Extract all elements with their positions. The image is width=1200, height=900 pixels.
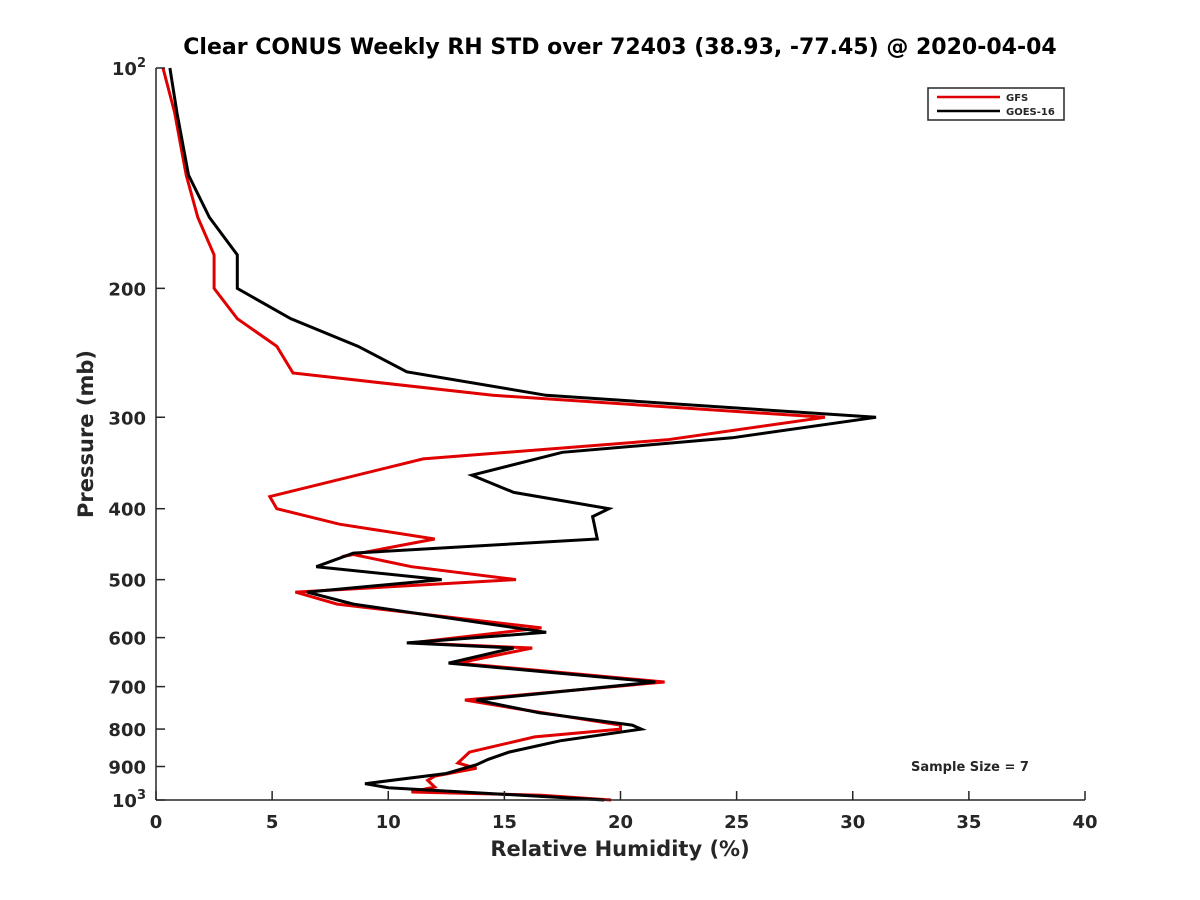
plot-area: 0 5 10 15 20 25 30 35 40 102 200 300 400 500 600 700 80… <box>108 56 1097 833</box>
x-tick-label: 30 <box>840 812 865 833</box>
y-tick-label: 700 <box>108 678 146 699</box>
x-tick-label: 35 <box>956 812 981 833</box>
y-tick-label: 900 <box>108 758 146 779</box>
sample-size-annotation: Sample Size = 7 <box>911 760 1029 775</box>
y-tick-label: 300 <box>108 408 146 429</box>
chart-title: Clear CONUS Weekly RH STD over 72403 (38… <box>183 35 1056 60</box>
y-tick-label: 400 <box>108 500 146 521</box>
plot-background <box>156 68 1085 800</box>
y-tick-label: 200 <box>108 279 146 300</box>
x-tick-label: 10 <box>376 812 401 833</box>
y-tick-label: 800 <box>108 720 146 741</box>
series-line-goes16 <box>168 67 877 802</box>
x-tick-label: 15 <box>492 812 517 833</box>
y-axis-label: Pressure (mb) <box>74 350 98 518</box>
y-tick-label: 600 <box>108 629 146 650</box>
x-axis-ticks: 0 5 10 15 20 25 30 35 40 <box>150 791 1098 833</box>
y-tick-label: 500 <box>108 571 146 592</box>
y-tick-label: 102 <box>112 56 146 80</box>
legend: GFS GOES-16 <box>927 87 1065 121</box>
y-tick-label: 103 <box>112 788 146 812</box>
series-layer <box>161 67 877 802</box>
x-tick-label: 5 <box>266 812 279 833</box>
x-tick-label: 0 <box>150 812 163 833</box>
x-tick-label: 25 <box>724 812 749 833</box>
x-tick-label: 40 <box>1072 812 1097 833</box>
x-axis-label: Relative Humidity (%) <box>490 837 749 861</box>
legend-label-gfs: GFS <box>1006 93 1028 104</box>
legend-box <box>927 87 1065 121</box>
series-line-gfs <box>161 67 826 802</box>
x-tick-label: 20 <box>608 812 633 833</box>
y-axis-ticks: 102 200 300 400 500 600 700 800 900 103 <box>108 56 165 812</box>
legend-label-goes16: GOES-16 <box>1006 107 1055 118</box>
